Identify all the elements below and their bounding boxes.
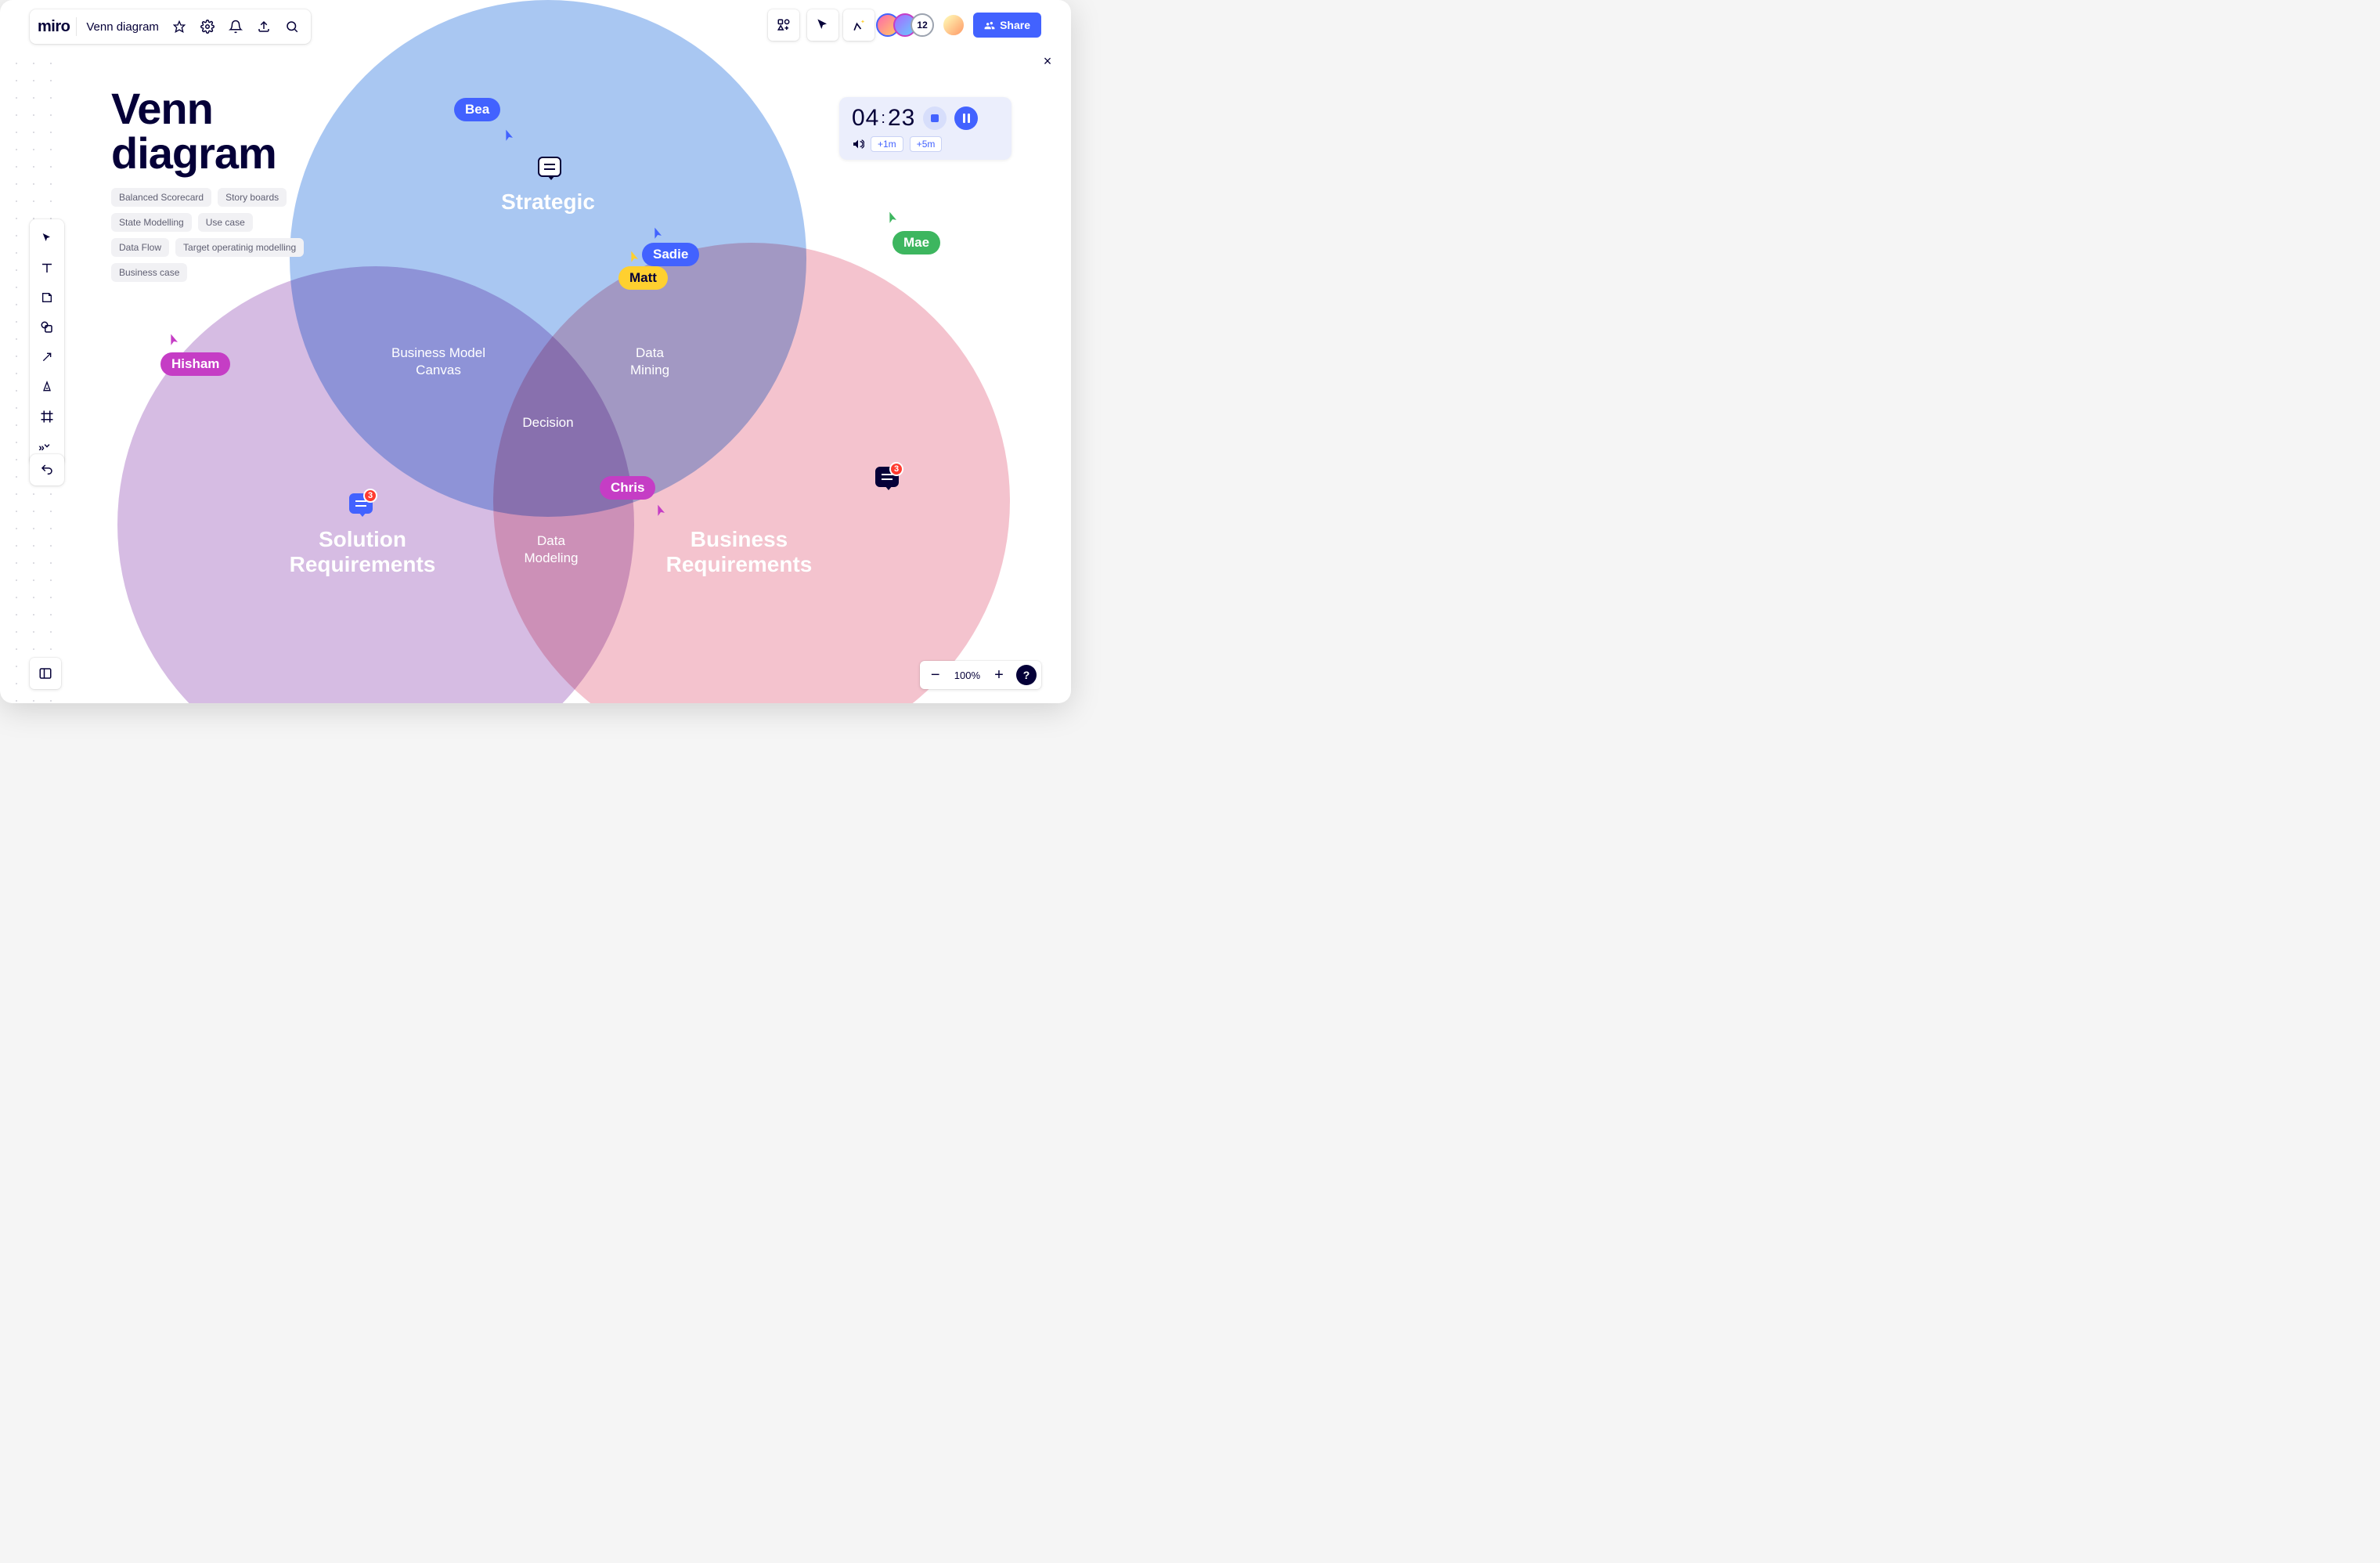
timer-pause-button[interactable] bbox=[954, 106, 978, 130]
pen-tool-icon[interactable] bbox=[33, 373, 61, 401]
share-label: Share bbox=[1000, 19, 1030, 31]
comment-icon[interactable]: 3 bbox=[349, 493, 373, 514]
diagram-title: Venn diagram bbox=[111, 86, 276, 175]
zoom-in-button[interactable]: + bbox=[988, 664, 1010, 686]
venn-overlap-label: DataModeling bbox=[525, 532, 579, 567]
venn-overlap-label: Business ModelCanvas bbox=[391, 345, 485, 379]
shape-tool-icon[interactable] bbox=[33, 313, 61, 341]
sound-icon[interactable] bbox=[852, 138, 864, 150]
venn-label: SolutionRequirements bbox=[290, 527, 436, 577]
collaborator-cursor-label: Chris bbox=[600, 476, 655, 500]
title-line-1: Venn bbox=[111, 86, 276, 131]
help-button[interactable]: ? bbox=[1016, 665, 1037, 685]
frame-tool-icon[interactable] bbox=[33, 402, 61, 431]
collaborator-cursor-icon bbox=[501, 129, 517, 145]
tag-pill[interactable]: Use case bbox=[198, 213, 253, 232]
zoom-out-button[interactable]: − bbox=[925, 664, 947, 686]
venn-label: BusinessRequirements bbox=[666, 527, 813, 577]
sticky-tool-icon[interactable] bbox=[33, 283, 61, 312]
collaborator-cursor-icon bbox=[166, 334, 182, 349]
comment-count-badge: 3 bbox=[363, 489, 377, 503]
timer-plus-5m[interactable]: +5m bbox=[910, 136, 943, 152]
avatar-stack[interactable]: 12 bbox=[882, 13, 934, 37]
apps-icon[interactable] bbox=[768, 9, 799, 41]
comment-icon[interactable] bbox=[538, 157, 561, 177]
minimap-icon[interactable] bbox=[30, 658, 61, 689]
self-avatar[interactable] bbox=[942, 13, 965, 37]
collaborator-cursor-label: Mae bbox=[892, 231, 940, 254]
collaborator-cursor-label: Hisham bbox=[160, 352, 230, 376]
timer-close-icon[interactable]: × bbox=[1038, 52, 1057, 70]
tag-pill[interactable]: Target operatinig modelling bbox=[175, 238, 304, 257]
tag-pill[interactable]: Balanced Scorecard bbox=[111, 188, 211, 207]
collaborator-cursor-icon bbox=[650, 227, 665, 243]
title-line-2: diagram bbox=[111, 131, 276, 175]
collaborator-cursor-label: Bea bbox=[454, 98, 500, 121]
comment-icon[interactable]: 3 bbox=[875, 467, 899, 487]
collaborator-cursor-icon bbox=[626, 251, 642, 266]
tag-pill[interactable]: Business case bbox=[111, 263, 187, 282]
venn-overlap-label: DataMining bbox=[630, 345, 669, 379]
timer-plus-1m[interactable]: +1m bbox=[871, 136, 903, 152]
tag-pill[interactable]: Story boards bbox=[218, 188, 287, 207]
select-tool-icon[interactable] bbox=[33, 224, 61, 252]
tag-pill[interactable]: Data Flow bbox=[111, 238, 169, 257]
settings-icon[interactable] bbox=[197, 16, 218, 38]
bell-icon[interactable] bbox=[225, 16, 247, 38]
cursor-mode-icon[interactable] bbox=[807, 9, 838, 41]
logo[interactable]: miro bbox=[38, 18, 70, 36]
board-title[interactable]: Venn diagram bbox=[83, 20, 162, 34]
collaborator-cursor-icon bbox=[653, 504, 669, 520]
right-cluster: 12 Share bbox=[768, 9, 1041, 41]
venn-overlap-label: Decision bbox=[522, 414, 573, 431]
divider bbox=[76, 17, 77, 36]
avatar-count[interactable]: 12 bbox=[911, 13, 934, 37]
collaborator-cursor-label: Sadie bbox=[642, 243, 699, 266]
timer-panel: 04:23 +1m +5m bbox=[839, 97, 1012, 160]
topbar: miro Venn diagram bbox=[30, 9, 311, 44]
venn-label: Strategic bbox=[501, 190, 595, 215]
undo-button[interactable] bbox=[30, 454, 64, 486]
zoom-bar: − 100% + ? bbox=[920, 661, 1041, 689]
timer-display: 04:23 bbox=[852, 105, 915, 132]
collaborator-cursor-icon bbox=[885, 211, 900, 227]
search-icon[interactable] bbox=[281, 16, 303, 38]
tag-pill[interactable]: State Modelling bbox=[111, 213, 192, 232]
share-button[interactable]: Share bbox=[973, 13, 1041, 38]
zoom-level[interactable]: 100% bbox=[950, 670, 985, 681]
star-icon[interactable] bbox=[168, 16, 190, 38]
tag-list: Balanced Scorecard Story boards State Mode… bbox=[111, 188, 315, 282]
comment-count-badge: 3 bbox=[889, 462, 903, 476]
tool-rail: » bbox=[30, 219, 64, 465]
timer-stop-button[interactable] bbox=[923, 106, 947, 130]
reactions-icon[interactable] bbox=[843, 9, 874, 41]
text-tool-icon[interactable] bbox=[33, 254, 61, 282]
arrow-tool-icon[interactable] bbox=[33, 343, 61, 371]
export-icon[interactable] bbox=[253, 16, 275, 38]
collaborator-cursor-label: Matt bbox=[618, 266, 668, 290]
